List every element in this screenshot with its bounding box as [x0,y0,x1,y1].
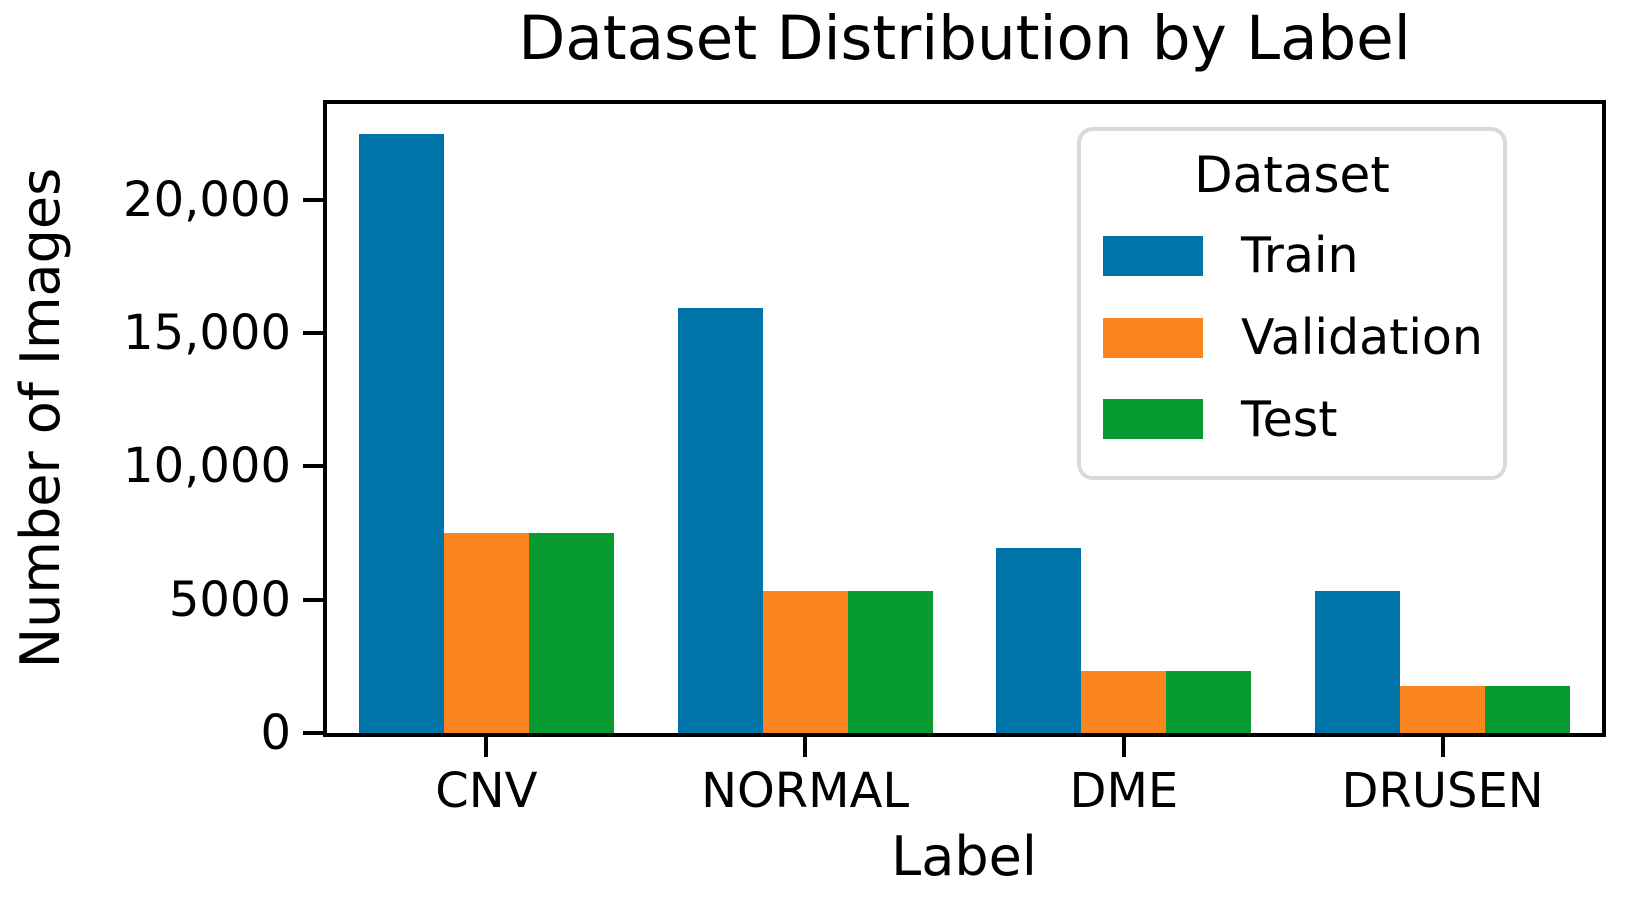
bar-train-drusen [1315,591,1401,733]
bar-test-normal [847,591,933,733]
legend-entry-validation: Validation [1103,297,1483,379]
x-tick-mark [1121,737,1126,757]
y-tick-mark [303,331,323,336]
legend-entry-test: Test [1103,378,1481,460]
legend-label-test: Test [1241,390,1338,448]
bar-test-dme [1166,671,1252,733]
legend-label-train: Train [1241,227,1359,285]
legend-label-validation: Validation [1241,309,1483,366]
legend-title: Dataset [1194,146,1390,204]
legend-swatch-validation [1103,317,1203,358]
legend-swatch-train [1103,235,1203,276]
y-tick-mark [303,197,323,202]
x-tick-label-dme: DME [1069,763,1179,819]
y-tick-label: 20,000 [123,171,291,228]
legend: Dataset Train Validation Test [1077,127,1507,480]
bar-train-normal [677,308,763,733]
x-axis-label: Label [891,825,1037,888]
bar-validation-drusen [1400,685,1486,733]
chart-title: Dataset Distribution by Label [518,3,1411,74]
bar-train-dme [996,547,1082,733]
y-tick-label: 0 [260,705,291,761]
x-tick-label-drusen: DRUSEN [1341,763,1544,819]
bar-test-drusen [1485,685,1571,733]
y-tick-label: 10,000 [123,438,291,495]
bar-validation-normal [762,591,848,733]
bar-validation-dme [1081,671,1167,733]
x-tick-mark [803,737,808,757]
y-tick-label: 15,000 [123,305,291,362]
bar-train-cnv [358,134,444,733]
y-tick-mark [303,597,323,602]
y-tick-mark [303,731,323,735]
x-tick-label-cnv: CNV [435,763,538,819]
legend-entry-train: Train [1103,215,1481,297]
x-tick-label-normal: NORMAL [701,763,910,819]
bar-test-cnv [528,533,614,733]
y-tick-label: 5000 [168,571,291,628]
y-tick-mark [303,464,323,469]
x-tick-mark [484,737,489,757]
legend-swatch-test [1103,399,1203,440]
x-tick-mark [1440,737,1445,757]
legend-rows: Train Validation Test [1103,215,1483,460]
bar-validation-cnv [443,533,529,733]
